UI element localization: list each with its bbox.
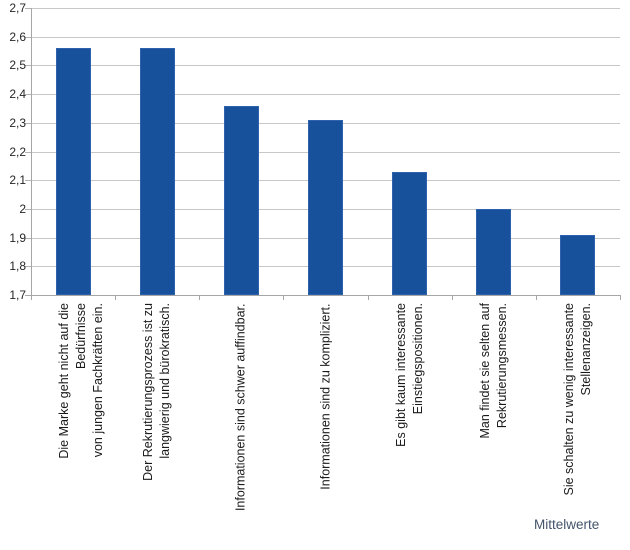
- bar: [139, 48, 175, 295]
- x-axis-line: [25, 295, 620, 296]
- bar: [560, 234, 596, 295]
- y-axis-tick-label: 1,8: [9, 259, 26, 274]
- category-label: Es gibt kaum interessante Einstiegsposit…: [393, 303, 425, 447]
- y-axis-tick-label: 1,9: [9, 230, 26, 245]
- category-label: Informationen sind zu kompliziert.: [318, 303, 332, 490]
- category-label: Der Rekrutierungsprozess ist zu langwier…: [141, 303, 173, 481]
- x-axis-tick: [535, 295, 537, 300]
- x-axis-tick: [451, 295, 453, 300]
- y-axis-tick-label: 2,7: [9, 1, 26, 15]
- y-axis-tick-label: 2,2: [9, 144, 26, 159]
- bar: [476, 208, 512, 295]
- y-axis-tick-label: 2,6: [9, 29, 26, 44]
- y-axis-tick: [25, 237, 31, 239]
- y-axis-tick-label: 2,3: [9, 115, 26, 130]
- y-axis-tick-label: 1,7: [9, 288, 26, 302]
- y-axis-tick: [25, 65, 31, 67]
- gridline: [31, 8, 620, 9]
- bar: [55, 48, 91, 295]
- y-axis-tick-label: 2,5: [9, 58, 26, 73]
- bar: [392, 171, 428, 295]
- category-label: Sie schalten zu wenig interessante Stell…: [561, 303, 593, 496]
- y-axis-line: [31, 8, 32, 300]
- category-label: Man findet sie selten auf Rekrutierungsm…: [477, 303, 509, 439]
- x-axis-tick: [367, 295, 369, 300]
- y-axis-tick: [25, 208, 31, 210]
- y-axis-tick-label: 2,4: [9, 87, 26, 102]
- y-axis-tick: [25, 266, 31, 268]
- x-axis-title: Mittelwerte: [534, 517, 600, 532]
- category-label: Informationen sind schwer auffindbar.: [233, 303, 248, 511]
- x-axis-tick: [199, 295, 201, 300]
- gridline: [31, 65, 620, 67]
- y-axis-tick: [25, 180, 31, 182]
- x-axis-tick: [31, 295, 32, 300]
- x-axis-tick: [283, 295, 285, 300]
- gridline: [31, 36, 620, 38]
- y-axis-tick: [25, 8, 31, 9]
- y-axis-tick: [25, 94, 31, 96]
- bar: [308, 119, 343, 295]
- x-axis-tick: [115, 295, 117, 300]
- y-axis-tick-label: 2,1: [9, 173, 26, 188]
- gridline: [31, 94, 620, 96]
- y-axis-tick: [25, 122, 31, 124]
- x-axis-tick: [620, 295, 621, 300]
- y-axis-tick: [25, 36, 31, 38]
- category-label: Die Marke geht nicht auf die Bedürfnisse…: [57, 303, 106, 459]
- y-axis-tick: [25, 151, 31, 153]
- bar: [223, 105, 259, 295]
- y-axis-tick-label: 2: [19, 201, 26, 216]
